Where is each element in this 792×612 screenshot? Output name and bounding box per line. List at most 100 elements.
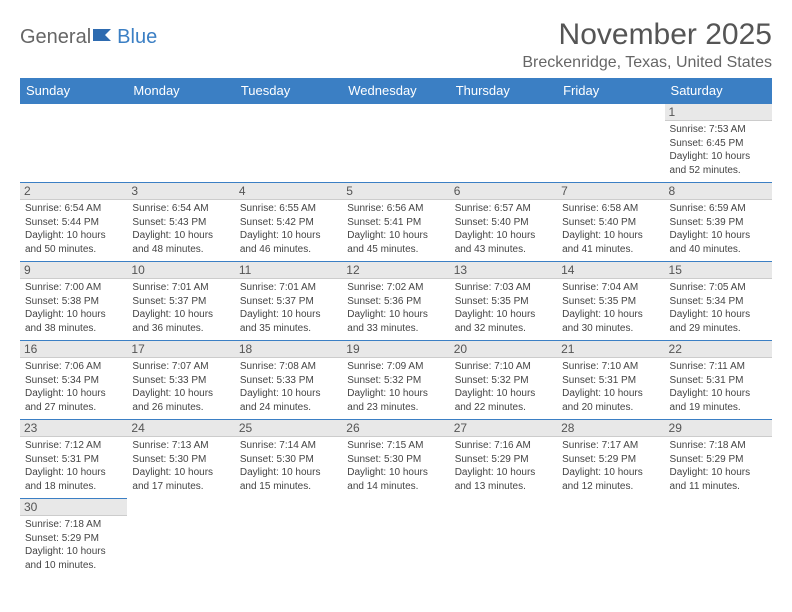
calendar-cell: 28 Sunrise: 7:17 AMSunset: 5:29 PMDayligh… xyxy=(557,420,664,499)
calendar-cell xyxy=(665,499,772,578)
day-details: Sunrise: 6:54 AMSunset: 5:43 PMDaylight:… xyxy=(132,202,229,256)
day-details: Sunrise: 7:10 AMSunset: 5:31 PMDaylight:… xyxy=(562,360,659,414)
day-number: 19 xyxy=(342,341,449,358)
day-number: 5 xyxy=(342,183,449,200)
page-title: November 2025 xyxy=(522,18,772,52)
calendar-cell: 30Sunrise: 7:18 AMSunset: 5:29 PMDayligh… xyxy=(20,499,127,578)
calendar-cell xyxy=(20,104,127,183)
calendar-cell xyxy=(342,499,449,578)
calendar-cell: 24Sunrise: 7:13 AMSunset: 5:30 PMDayligh… xyxy=(127,420,234,499)
calendar-cell: 7 Sunrise: 6:58 AMSunset: 5:40 PMDaylight… xyxy=(557,183,664,262)
logo-text-2: Blue xyxy=(117,26,157,49)
calendar-cell: 2Sunrise: 6:54 AMSunset: 5:44 PMDaylight… xyxy=(20,183,127,262)
day-number: 18 xyxy=(235,341,342,358)
weekday-header: Saturday xyxy=(665,78,772,104)
day-details: Sunrise: 6:55 AMSunset: 5:42 PMDaylight:… xyxy=(240,202,337,256)
calendar-cell: 19 Sunrise: 7:09 AMSunset: 5:32 PMDayligh… xyxy=(342,341,449,420)
calendar-cell: 23 Sunrise: 7:12 AMSunset: 5:31 PMDayligh… xyxy=(20,420,127,499)
calendar-cell: 29 Sunrise: 7:18 AMSunset: 5:29 PMDayligh… xyxy=(665,420,772,499)
day-details: Sunrise: 7:01 AMSunset: 5:37 PMDaylight:… xyxy=(240,281,337,335)
day-details: Sunrise: 6:56 AMSunset: 5:41 PMDaylight:… xyxy=(347,202,444,256)
day-details: Sunrise: 7:00 AMSunset: 5:38 PMDaylight:… xyxy=(25,281,122,335)
header: General Blue November 2025 Breckenridge,… xyxy=(20,18,772,72)
day-number: 7 xyxy=(557,183,664,200)
day-number: 6 xyxy=(450,183,557,200)
day-details: Sunrise: 7:03 AMSunset: 5:35 PMDaylight:… xyxy=(455,281,552,335)
logo-text-1: General xyxy=(20,26,91,49)
day-number: 8 xyxy=(665,183,772,200)
day-details: Sunrise: 7:08 AMSunset: 5:33 PMDaylight:… xyxy=(240,360,337,414)
calendar-cell xyxy=(342,104,449,183)
calendar-cell: 27 Sunrise: 7:16 AMSunset: 5:29 PMDayligh… xyxy=(450,420,557,499)
flag-icon xyxy=(93,26,115,49)
day-details: Sunrise: 6:58 AMSunset: 5:40 PMDaylight:… xyxy=(562,202,659,256)
calendar-table: SundayMondayTuesdayWednesdayThursdayFrid… xyxy=(20,78,772,577)
day-number: 17 xyxy=(127,341,234,358)
weekday-header: Wednesday xyxy=(342,78,449,104)
day-details: Sunrise: 7:53 AMSunset: 6:45 PMDaylight:… xyxy=(670,123,767,177)
day-details: Sunrise: 7:04 AMSunset: 5:35 PMDaylight:… xyxy=(562,281,659,335)
day-number: 16 xyxy=(20,341,127,358)
calendar-cell xyxy=(127,104,234,183)
day-number: 1 xyxy=(665,104,772,121)
calendar-cell xyxy=(235,499,342,578)
day-number: 14 xyxy=(557,262,664,279)
day-details: Sunrise: 7:09 AMSunset: 5:32 PMDaylight:… xyxy=(347,360,444,414)
logo: General Blue xyxy=(20,18,157,49)
calendar-cell: 25 Sunrise: 7:14 AMSunset: 5:30 PMDayligh… xyxy=(235,420,342,499)
day-details: Sunrise: 7:15 AMSunset: 5:30 PMDaylight:… xyxy=(347,439,444,493)
title-block: November 2025 Breckenridge, Texas, Unite… xyxy=(522,18,772,72)
day-number: 28 xyxy=(557,420,664,437)
day-number: 15 xyxy=(665,262,772,279)
day-details: Sunrise: 7:11 AMSunset: 5:31 PMDaylight:… xyxy=(670,360,767,414)
calendar-cell: 11 Sunrise: 7:01 AMSunset: 5:37 PMDayligh… xyxy=(235,262,342,341)
day-number: 3 xyxy=(127,183,234,200)
day-number: 10 xyxy=(127,262,234,279)
day-number: 13 xyxy=(450,262,557,279)
day-details: Sunrise: 7:18 AMSunset: 5:29 PMDaylight:… xyxy=(25,518,122,572)
day-details: Sunrise: 7:13 AMSunset: 5:30 PMDaylight:… xyxy=(132,439,229,493)
weekday-header: Thursday xyxy=(450,78,557,104)
day-details: Sunrise: 7:16 AMSunset: 5:29 PMDaylight:… xyxy=(455,439,552,493)
weekday-header: Sunday xyxy=(20,78,127,104)
day-details: Sunrise: 7:02 AMSunset: 5:36 PMDaylight:… xyxy=(347,281,444,335)
calendar-cell: 17 Sunrise: 7:07 AMSunset: 5:33 PMDayligh… xyxy=(127,341,234,420)
day-details: Sunrise: 6:57 AMSunset: 5:40 PMDaylight:… xyxy=(455,202,552,256)
day-number: 4 xyxy=(235,183,342,200)
day-number: 21 xyxy=(557,341,664,358)
day-number: 22 xyxy=(665,341,772,358)
weekday-header: Friday xyxy=(557,78,664,104)
location-text: Breckenridge, Texas, United States xyxy=(522,54,772,72)
day-number: 12 xyxy=(342,262,449,279)
day-details: Sunrise: 7:12 AMSunset: 5:31 PMDaylight:… xyxy=(25,439,122,493)
calendar-cell xyxy=(450,104,557,183)
day-number: 20 xyxy=(450,341,557,358)
weekday-header: Monday xyxy=(127,78,234,104)
day-details: Sunrise: 7:14 AMSunset: 5:30 PMDaylight:… xyxy=(240,439,337,493)
calendar-cell: 12 Sunrise: 7:02 AMSunset: 5:36 PMDayligh… xyxy=(342,262,449,341)
weekday-header: Tuesday xyxy=(235,78,342,104)
calendar-cell: 6 Sunrise: 6:57 AMSunset: 5:40 PMDaylight… xyxy=(450,183,557,262)
calendar-cell: 26Sunrise: 7:15 AMSunset: 5:30 PMDayligh… xyxy=(342,420,449,499)
day-number: 23 xyxy=(20,420,127,437)
day-number: 27 xyxy=(450,420,557,437)
day-details: Sunrise: 7:05 AMSunset: 5:34 PMDaylight:… xyxy=(670,281,767,335)
day-number: 25 xyxy=(235,420,342,437)
day-number: 11 xyxy=(235,262,342,279)
calendar-cell xyxy=(557,499,664,578)
day-details: Sunrise: 7:17 AMSunset: 5:29 PMDaylight:… xyxy=(562,439,659,493)
calendar-cell xyxy=(235,104,342,183)
calendar-head: SundayMondayTuesdayWednesdayThursdayFrid… xyxy=(20,78,772,104)
day-details: Sunrise: 7:07 AMSunset: 5:33 PMDaylight:… xyxy=(132,360,229,414)
calendar-cell: 1 Sunrise: 7:53 AMSunset: 6:45 PMDaylight… xyxy=(665,104,772,183)
day-number: 29 xyxy=(665,420,772,437)
day-details: Sunrise: 7:18 AMSunset: 5:29 PMDaylight:… xyxy=(670,439,767,493)
calendar-cell: 16Sunrise: 7:06 AMSunset: 5:34 PMDayligh… xyxy=(20,341,127,420)
calendar-cell xyxy=(127,499,234,578)
day-details: Sunrise: 7:10 AMSunset: 5:32 PMDaylight:… xyxy=(455,360,552,414)
calendar-cell: 10Sunrise: 7:01 AMSunset: 5:37 PMDayligh… xyxy=(127,262,234,341)
calendar-cell: 15 Sunrise: 7:05 AMSunset: 5:34 PMDayligh… xyxy=(665,262,772,341)
calendar-cell: 22 Sunrise: 7:11 AMSunset: 5:31 PMDayligh… xyxy=(665,341,772,420)
calendar-cell: 9Sunrise: 7:00 AMSunset: 5:38 PMDaylight… xyxy=(20,262,127,341)
day-details: Sunrise: 6:59 AMSunset: 5:39 PMDaylight:… xyxy=(670,202,767,256)
